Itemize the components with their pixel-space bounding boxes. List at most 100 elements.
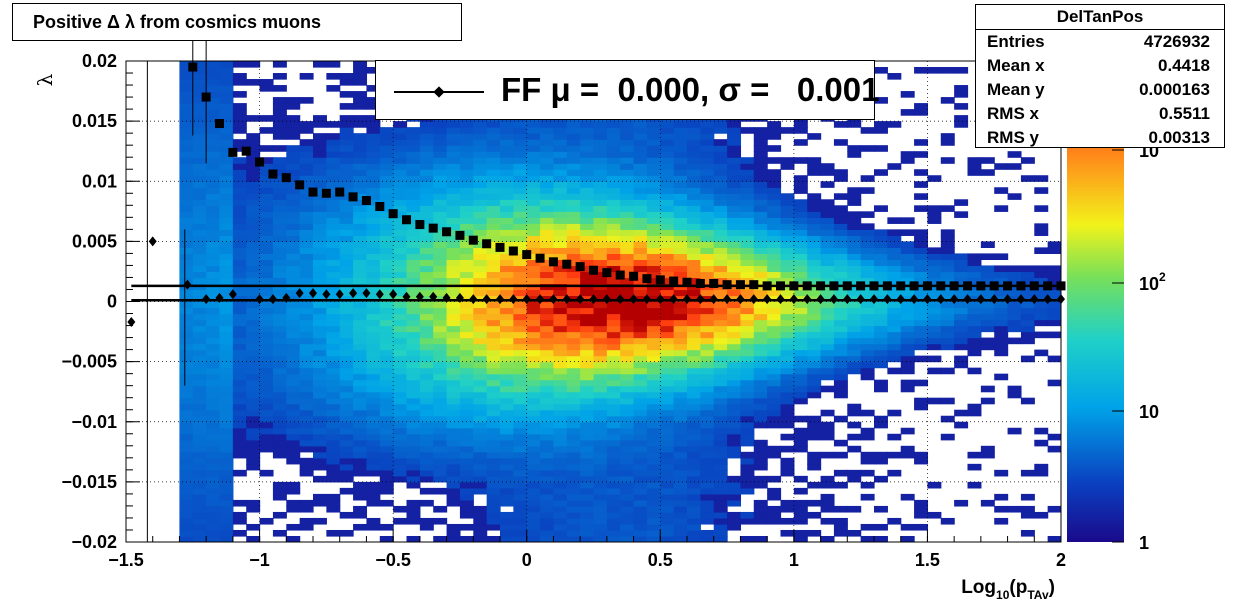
heat-cell [940,289,955,297]
heat-cell [580,421,595,429]
heat-cell [419,427,434,435]
heat-cell [192,367,207,375]
heat-cell [566,157,581,164]
heat-cell [820,313,835,321]
heat-cell [473,229,488,236]
heat-cell [980,445,995,453]
heat-cell [299,397,314,405]
heat-cell [446,403,461,411]
heat-cell [286,343,301,351]
heat-cell [1007,313,1022,321]
heat-cell [339,367,354,375]
heat-cell [1047,331,1061,339]
heat-cell [326,361,341,369]
heat-cell [540,355,555,363]
heat-cell [406,169,421,176]
heat-cell [593,205,608,212]
heat-cell [673,337,688,345]
heat-cell [513,319,528,327]
heat-cell [646,121,661,128]
heat-cell [513,439,528,447]
heat-cell [700,373,715,381]
heat-cell [740,235,755,242]
heat-cell [500,145,514,152]
heat-cell [580,397,595,405]
heat-cell [192,85,207,92]
heat-cell [219,511,234,519]
heat-cell [620,343,635,351]
heat-cell [272,337,287,345]
heat-cell [620,139,635,146]
heat-cell [994,325,1009,333]
heat-cell [526,319,541,327]
heat-cell [192,115,207,122]
heat-cell [874,319,888,327]
heat-cell [286,211,301,218]
heat-cell [900,265,915,273]
heat-cell [419,463,434,471]
heat-cell [980,307,995,315]
heat-cell [272,235,287,242]
heat-cell [633,505,648,513]
sigma-point [281,173,291,183]
heat-cell [673,319,688,327]
heat-cell [433,127,448,134]
heat-cell [580,163,595,170]
heat-cell [553,397,568,405]
heat-cell [660,457,675,465]
heat-cell [753,181,768,188]
heat-cell [526,313,541,321]
heat-cell [486,139,501,146]
heat-cell [660,451,675,459]
heat-cell [500,223,514,230]
heat-cell [313,445,327,453]
heat-cell [874,379,888,387]
heat-cell [780,373,795,381]
heat-cell [473,163,488,170]
heat-cell [500,343,514,351]
heat-cell [660,469,675,477]
heat-cell [687,235,701,242]
heat-cell [940,319,955,327]
heat-cell [727,343,742,351]
heat-cell [339,223,354,230]
heat-cell [687,481,701,489]
heat-cell [633,175,648,182]
heat-cell [286,391,301,399]
heat-cell [660,325,675,333]
heat-cell [980,169,995,176]
heat-cell [259,187,274,194]
x-tick-label: 0 [522,550,532,570]
heat-cell [540,373,555,381]
heat-cell [246,397,261,405]
heat-cell [847,349,862,357]
heat-cell [379,313,394,321]
heat-cell [246,259,261,267]
heat-cell [660,223,675,230]
heat-cell [419,523,434,531]
heat-cell [553,253,568,261]
heat-cell [807,511,822,519]
heat-cell [366,325,381,333]
heat-cell [900,247,915,254]
heat-cell [740,157,755,164]
heat-cell [820,367,835,375]
heat-cell [219,331,234,339]
heat-cell [593,277,608,285]
heat-cell [767,505,782,513]
sigma-point [321,188,331,198]
heat-cell [553,235,568,242]
heat-cell [673,307,688,315]
heat-cell [540,505,555,513]
heat-cell [232,289,247,297]
heat-cell [446,451,461,459]
heat-cell [700,181,715,188]
heat-cell [366,235,381,242]
heat-cell [339,469,354,477]
heat-cell [967,169,982,176]
heat-cell [820,451,835,459]
heat-cell [459,307,474,315]
heat-cell [232,139,247,146]
heat-cell [393,391,408,399]
heat-cell [272,241,287,248]
